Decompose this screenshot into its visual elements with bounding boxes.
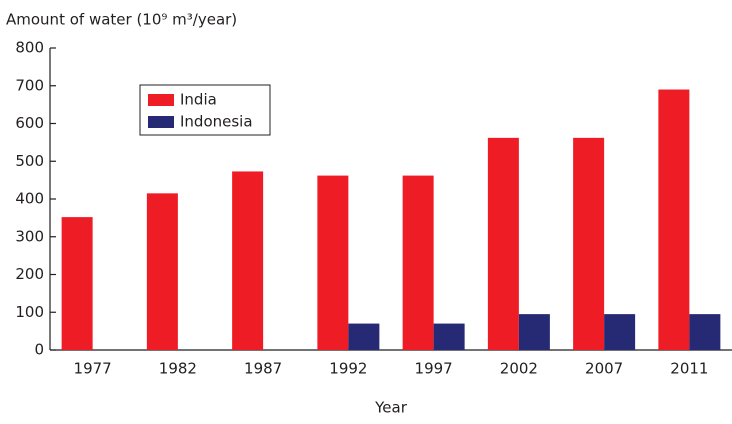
y-tick-label: 100 [15, 303, 44, 321]
y-tick-label: 200 [15, 265, 44, 283]
x-tick-label: 2002 [500, 360, 538, 378]
legend-label: Indonesia [180, 113, 253, 131]
bar [232, 171, 264, 350]
bar [317, 175, 349, 350]
legend-swatch [148, 116, 174, 128]
y-tick-label: 500 [15, 152, 44, 170]
bar [402, 175, 434, 350]
bar [689, 314, 721, 350]
x-tick-label: 1992 [329, 360, 367, 378]
bar [487, 137, 519, 350]
y-tick-label: 800 [15, 39, 44, 57]
y-axis-title: Amount of water (10⁹ m³/year) [6, 11, 237, 29]
x-tick-label: 2007 [585, 360, 623, 378]
x-axis-title: Year [374, 399, 408, 417]
x-tick-label: 2011 [670, 360, 708, 378]
y-tick-label: 700 [15, 76, 44, 94]
x-tick-label: 1987 [244, 360, 282, 378]
bar [433, 323, 465, 350]
bar [61, 217, 93, 350]
x-tick-label: 1977 [74, 360, 112, 378]
bar [604, 314, 636, 350]
legend-label: India [180, 91, 217, 109]
bar [348, 323, 380, 350]
legend-box [139, 84, 271, 136]
bar [518, 314, 550, 350]
bar [658, 89, 690, 351]
legend-swatch [148, 94, 174, 106]
y-tick-label: 600 [15, 114, 44, 132]
bar [573, 137, 605, 350]
y-tick-label: 0 [34, 341, 44, 359]
y-tick-label: 400 [15, 190, 44, 208]
y-tick-label: 300 [15, 227, 44, 245]
bar [146, 193, 178, 350]
x-tick-label: 1997 [415, 360, 453, 378]
x-tick-label: 1982 [159, 360, 197, 378]
